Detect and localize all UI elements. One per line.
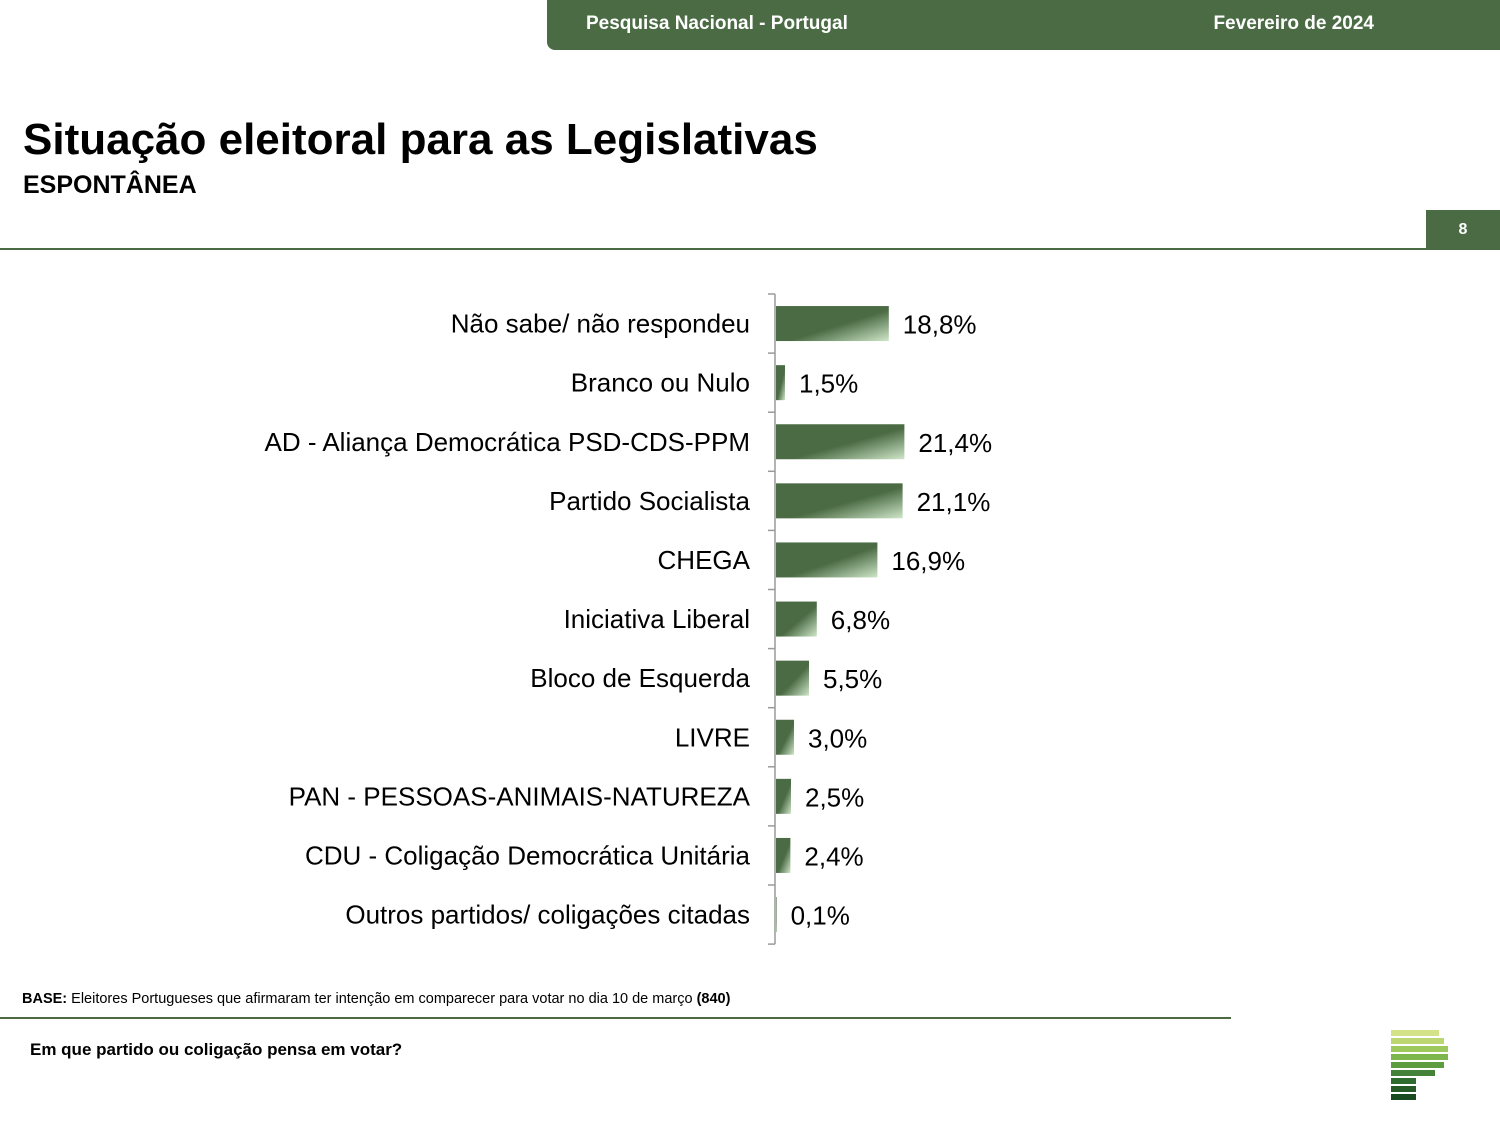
bar	[776, 483, 903, 519]
value-label: 21,1%	[917, 487, 991, 517]
bar	[776, 778, 791, 814]
category-label: Branco ou Nulo	[571, 368, 750, 398]
value-label: 16,9%	[891, 546, 965, 576]
category-label: Iniciativa Liberal	[564, 604, 750, 634]
category-label: CDU - Coligação Democrática Unitária	[305, 840, 751, 870]
base-text: Eleitores Portugueses que afirmaram ter …	[67, 991, 697, 1007]
bar	[776, 837, 791, 873]
value-label: 2,5%	[805, 782, 864, 812]
category-label: LIVRE	[675, 722, 750, 752]
value-label: 3,0%	[808, 723, 867, 753]
bar	[776, 660, 809, 696]
header-date: Fevereiro de 2024	[1213, 13, 1374, 34]
bar	[776, 542, 878, 578]
value-label: 18,8%	[903, 310, 977, 340]
page-subtitle: ESPONTÂNEA	[23, 171, 197, 199]
value-label: 5,5%	[823, 664, 882, 694]
category-label: Outros partidos/ coligações citadas	[345, 900, 750, 930]
header-survey-name: Pesquisa Nacional - Portugal	[586, 13, 848, 34]
category-label: Partido Socialista	[549, 486, 750, 516]
value-label: 21,4%	[918, 428, 992, 458]
footer-divider	[0, 1017, 1231, 1019]
base-count: (840)	[696, 991, 731, 1007]
page-title: Situação eleitoral para as Legislativas	[23, 115, 818, 164]
bar-chart: Não sabe/ não respondeu Branco ou Nulo AD …	[265, 293, 992, 945]
bar	[776, 365, 785, 401]
value-label: 0,1%	[791, 901, 850, 931]
striped-p-logo-icon	[1391, 1030, 1448, 1100]
bar	[776, 306, 889, 342]
survey-question: Em que partido ou coligação pensa em vot…	[30, 1040, 403, 1059]
header-divider	[0, 248, 1500, 250]
bar	[776, 897, 777, 933]
base-label: BASE:	[22, 991, 68, 1007]
category-label: Não sabe/ não respondeu	[451, 309, 750, 339]
bar	[776, 719, 794, 755]
bar	[776, 424, 905, 460]
value-label: 1,5%	[799, 369, 858, 399]
page-number-badge: 8	[1426, 210, 1500, 249]
value-label: 6,8%	[831, 605, 890, 635]
header-bar: Pesquisa Nacional - Portugal Fevereiro d…	[547, 0, 1500, 50]
category-label: CHEGA	[658, 545, 751, 575]
value-label: 2,4%	[804, 841, 863, 871]
base-note: BASE: Eleitores Portugueses que afirmara…	[22, 991, 730, 1007]
bar	[776, 601, 817, 637]
category-label: PAN - PESSOAS-ANIMAIS-NATUREZA	[289, 781, 751, 811]
category-label: Bloco de Esquerda	[530, 663, 750, 693]
category-label: AD - Aliança Democrática PSD-CDS-PPM	[265, 427, 750, 457]
